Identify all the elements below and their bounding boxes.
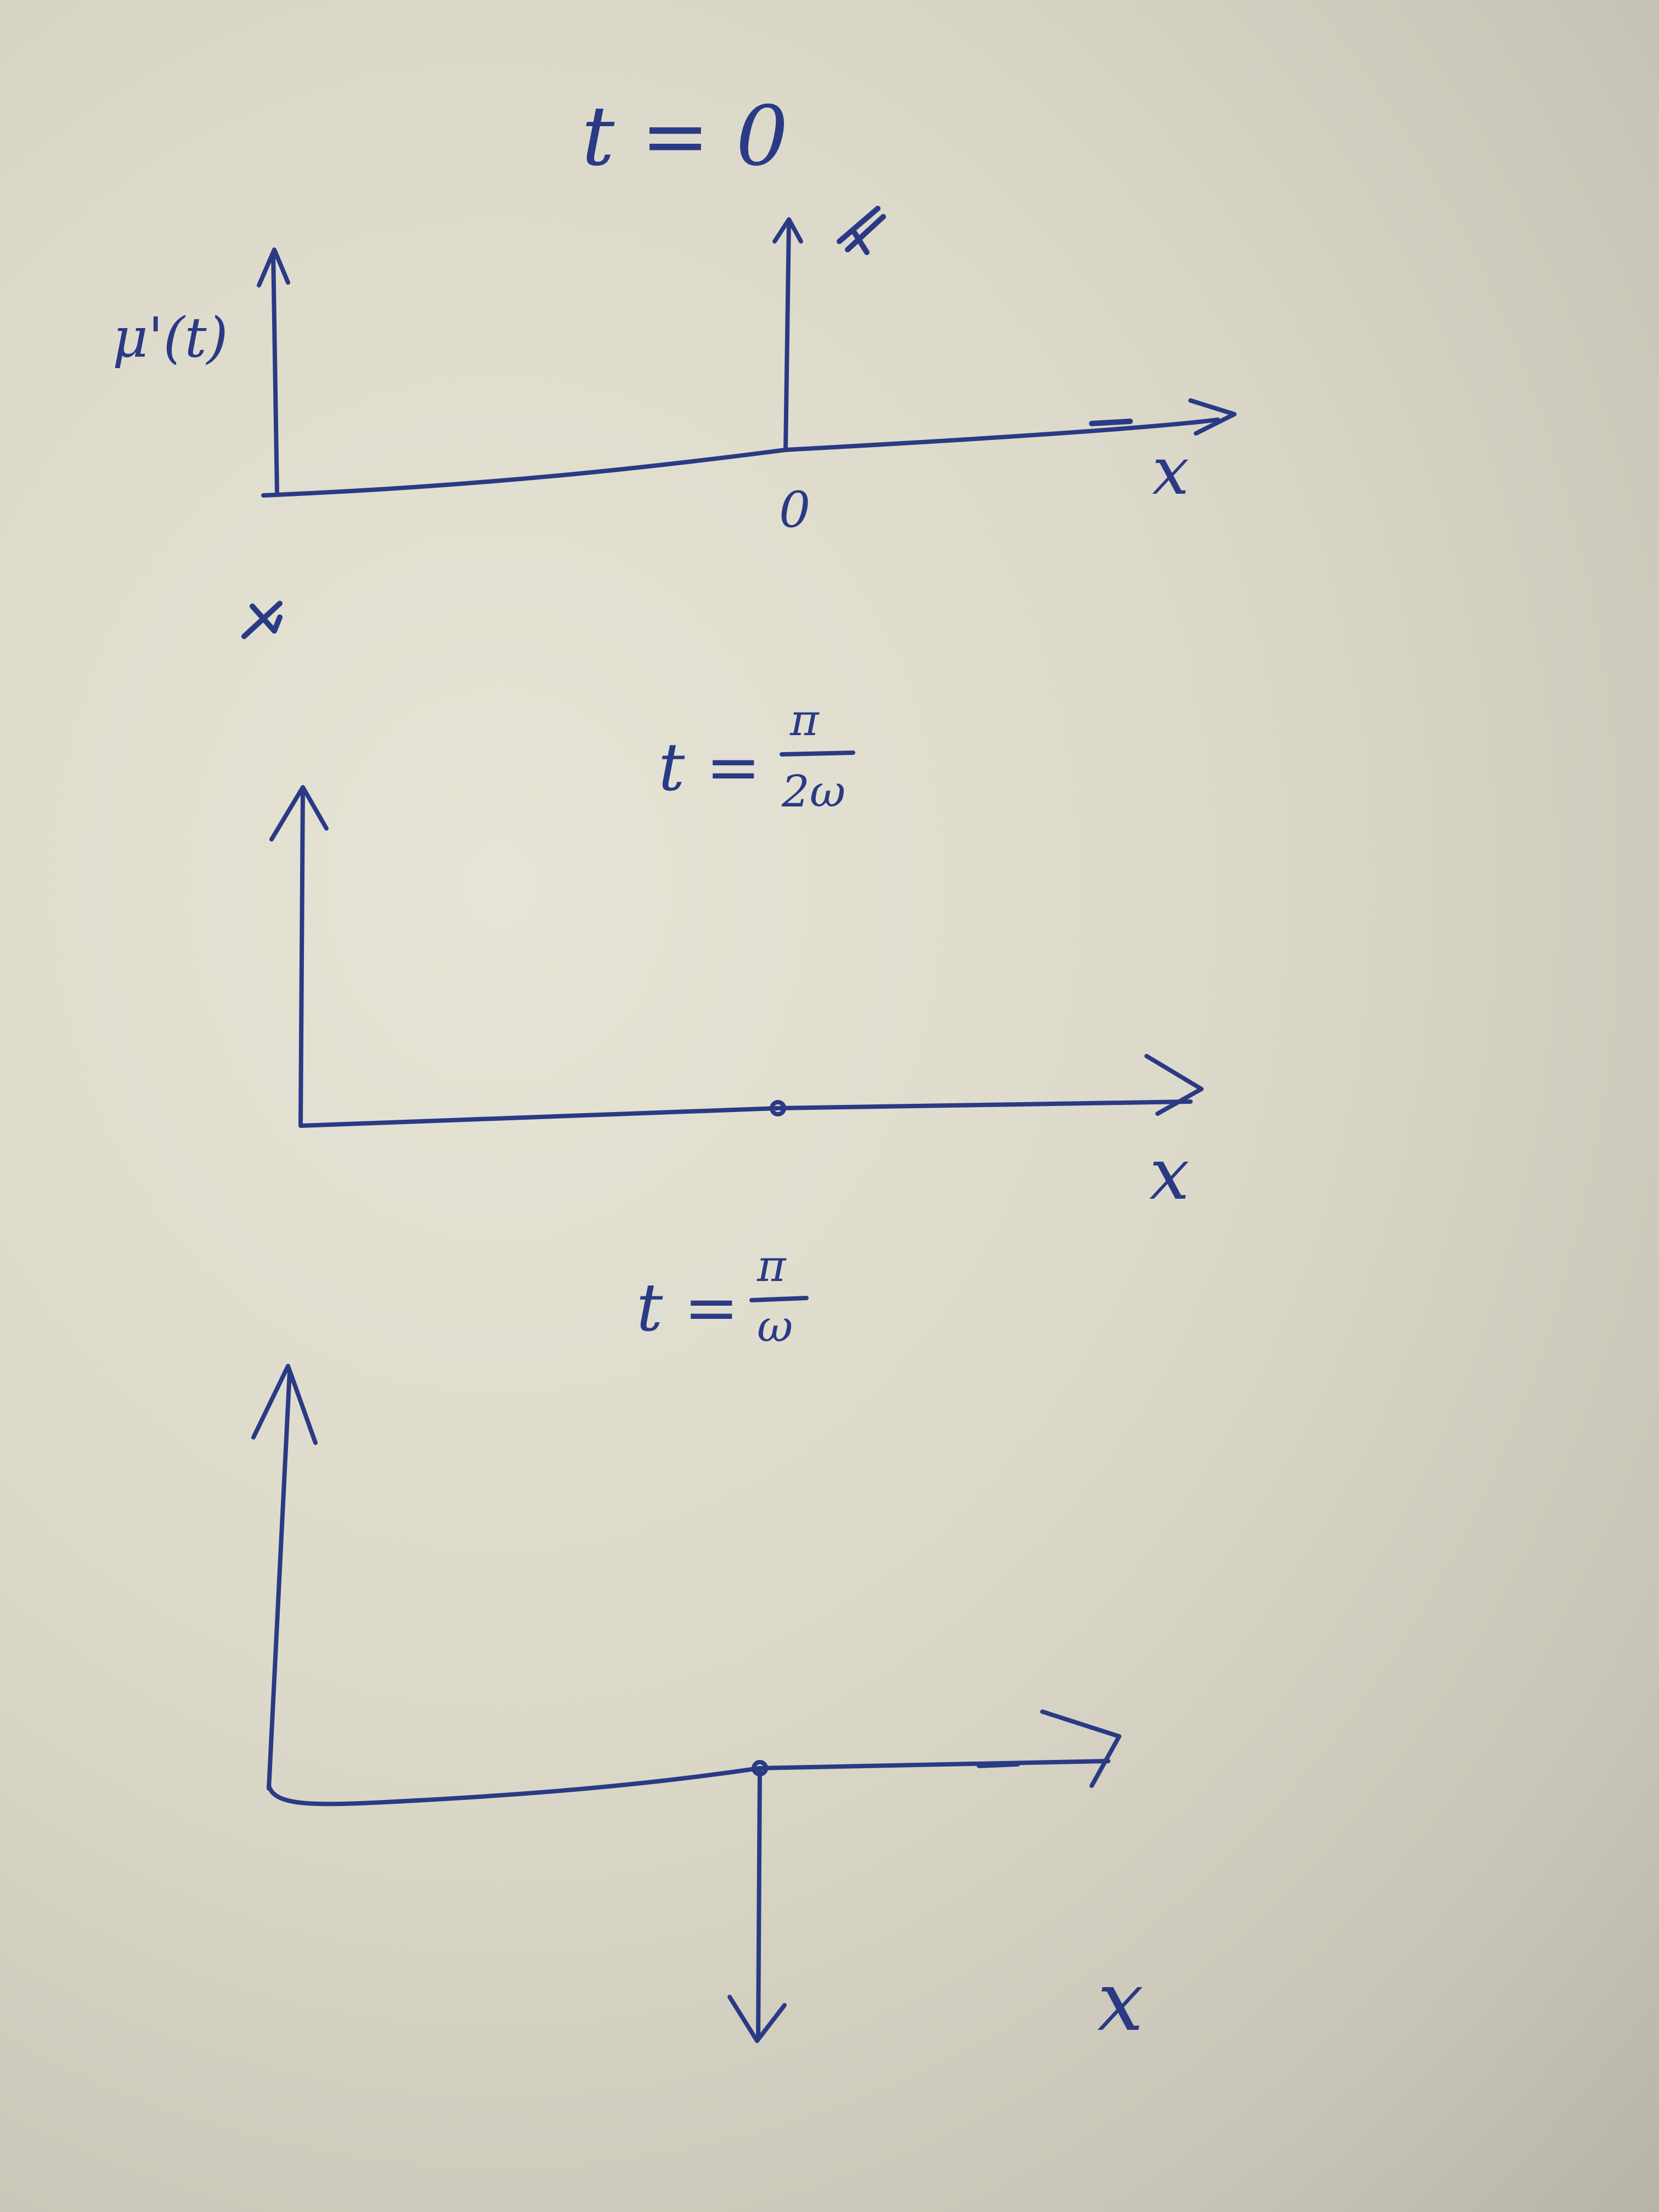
panel-t0: t = 0 μ'(t) 0 x bbox=[112, 89, 1237, 639]
panel-t2-delta-spike-arrowhead bbox=[727, 1995, 787, 2043]
panel-t1-origin-dot bbox=[770, 1100, 786, 1116]
panel-t0-delta-spike-arrowhead bbox=[772, 217, 803, 244]
panel-t0-crossed-out-mark bbox=[837, 206, 886, 255]
panel-t0-y-axis-label: μ'(t) bbox=[112, 306, 228, 370]
panel-t1-fraction-bar bbox=[780, 751, 855, 757]
panel-t1-time-label-denominator: 2ω bbox=[781, 766, 845, 817]
panel-t2-time-label-numerator: π bbox=[757, 1240, 787, 1291]
panel-t1-x-axis-arrowhead bbox=[1144, 1054, 1204, 1116]
panel-t0-y-axis bbox=[271, 250, 279, 496]
panel-t0-delta-spike-up bbox=[783, 220, 791, 452]
panel-t2-delta-spike-down bbox=[756, 1766, 762, 2040]
panel-t0-crossed-out-mark-left bbox=[241, 601, 283, 639]
panel-t1-time-label-numerator: π bbox=[789, 695, 820, 746]
panel-t-half-period: t = π 2ω x bbox=[269, 695, 1204, 1216]
panel-t1-y-axis-arrowhead bbox=[269, 785, 329, 842]
panel-t0-x-axis-scribble bbox=[1089, 419, 1133, 426]
panel-t1-time-label-prefix: t = bbox=[658, 730, 761, 806]
panel-t0-x-axis-arrowhead bbox=[1188, 398, 1237, 436]
panel-t1-y-axis bbox=[298, 788, 305, 1127]
panel-t2-y-axis bbox=[267, 1369, 292, 1791]
panel-t2-time-label-denominator: ω bbox=[757, 1301, 793, 1352]
panel-t0-origin-label: 0 bbox=[779, 481, 810, 539]
panel-t0-y-axis-arrowhead bbox=[257, 247, 290, 287]
panel-t1-x-axis bbox=[298, 1099, 1193, 1128]
panel-t-full-period: t = π ω x bbox=[251, 1240, 1144, 2050]
panel-t1-x-axis-label: x bbox=[1149, 1132, 1189, 1216]
panel-t2-x-axis-scribble bbox=[977, 1761, 1020, 1768]
panel-t0-time-label: t = 0 bbox=[582, 89, 788, 184]
panel-t0-x-axis bbox=[261, 417, 1220, 498]
panel-t2-x-axis-label: x bbox=[1097, 1954, 1144, 2050]
panel-t0-x-axis-label: x bbox=[1152, 433, 1189, 510]
panel-t2-x-axis-arrowhead bbox=[1040, 1709, 1121, 1788]
panel-t2-fraction-bar bbox=[749, 1296, 809, 1302]
panel-t2-time-label-prefix: t = bbox=[636, 1270, 739, 1346]
panel-t2-y-axis-arrowhead bbox=[251, 1364, 318, 1445]
